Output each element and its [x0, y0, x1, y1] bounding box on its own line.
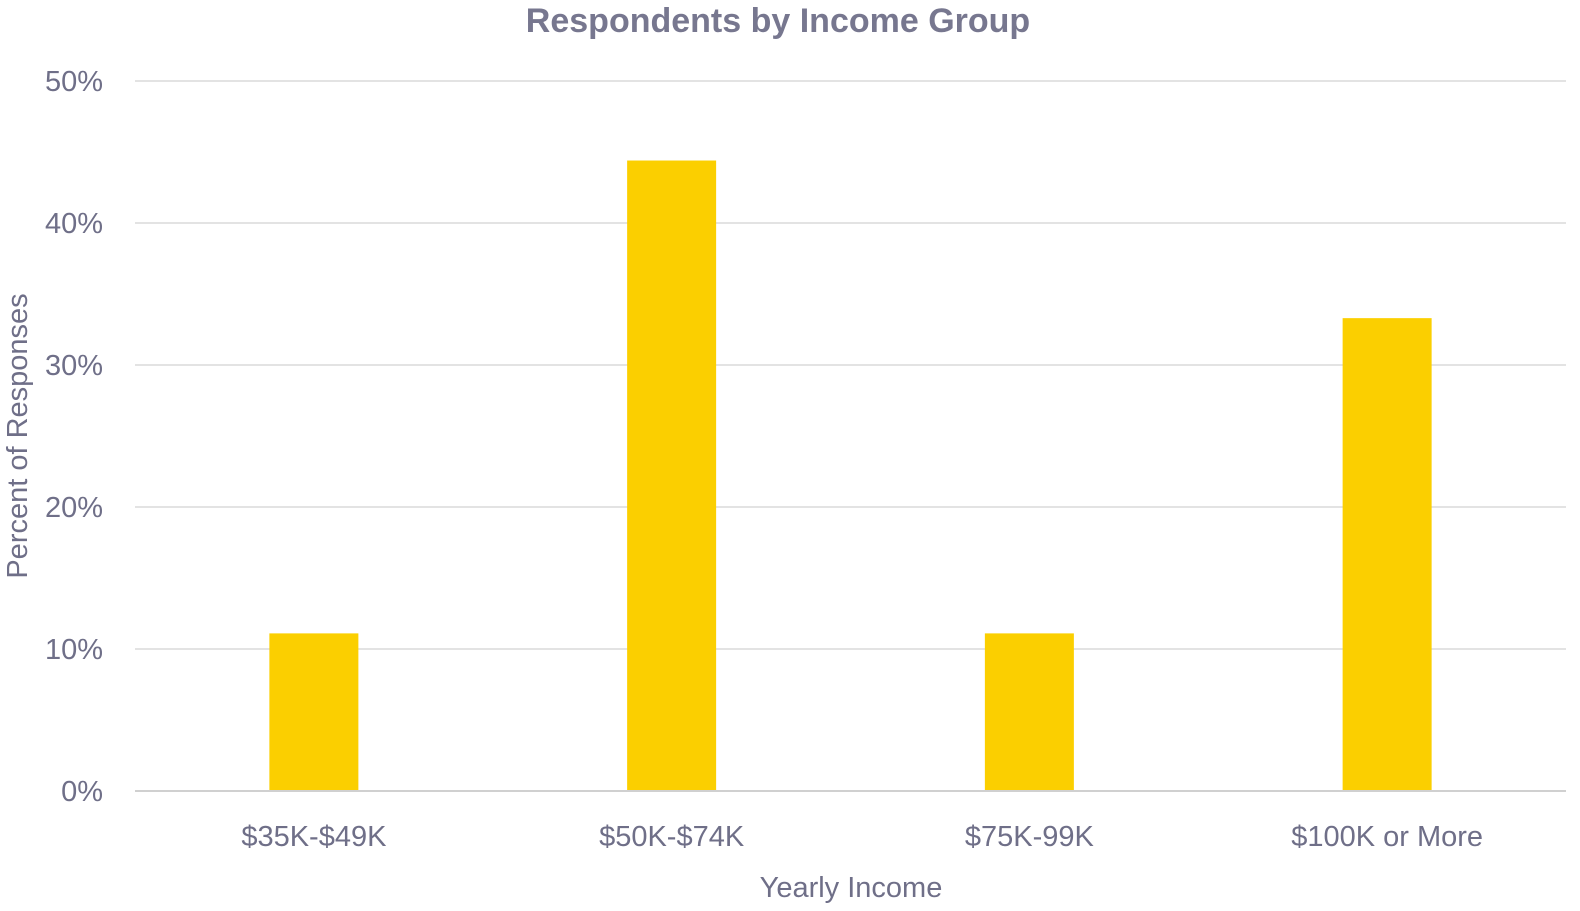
- y-axis-label: Percent of Responses: [2, 293, 34, 578]
- bar: [269, 633, 359, 791]
- y-tick-label: 30%: [45, 350, 103, 382]
- bars: [269, 160, 1432, 791]
- x-tick-label: $50K-$74K: [599, 821, 745, 853]
- gridlines: [135, 80, 1566, 650]
- y-tick-label: 20%: [45, 492, 103, 524]
- y-tick-label: 40%: [45, 208, 103, 240]
- x-tick-label: $75K-99K: [965, 821, 1095, 853]
- x-tick-label: $100K or More: [1291, 821, 1483, 853]
- y-tick-label: 50%: [45, 66, 103, 98]
- x-axis-label: Yearly Income: [760, 872, 943, 904]
- x-axis-ticks: $35K-$49K $50K-$74K $75K-99K $100K or More: [241, 821, 1483, 853]
- bar: [984, 633, 1074, 791]
- y-axis-ticks: 0% 10% 20% 30% 40% 50%: [45, 66, 103, 808]
- y-tick-label: 0%: [61, 776, 103, 808]
- y-tick-label: 10%: [45, 634, 103, 666]
- bar: [1342, 318, 1432, 791]
- bar: [627, 160, 717, 791]
- chart-title: Respondents by Income Group: [526, 2, 1030, 40]
- x-tick-label: $35K-$49K: [241, 821, 387, 853]
